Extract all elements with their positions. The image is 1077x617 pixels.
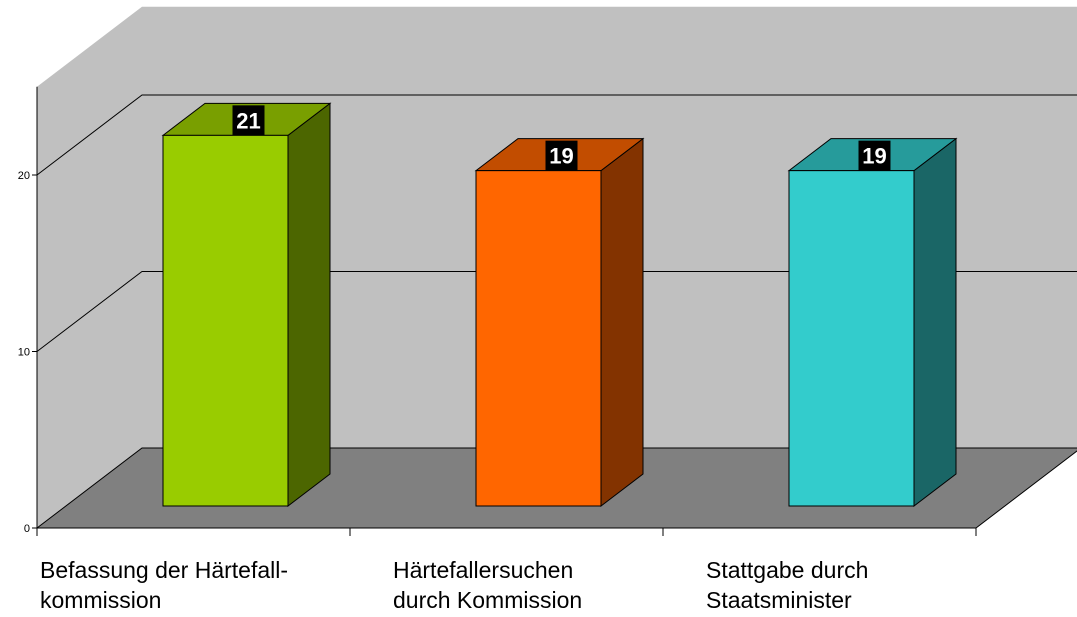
gridline-20 <box>36 94 1077 176</box>
data-label-2: 19 <box>549 144 573 169</box>
bar-side-2 <box>600 137 644 508</box>
data-label-box-1 <box>232 105 265 136</box>
bar-side-3 <box>913 137 957 508</box>
category-label-2: Härtefallersuchen durch Kommission <box>393 557 583 613</box>
bar-1 <box>162 134 289 507</box>
category-label-3: Stattgabe durch Staatsminister <box>706 557 869 613</box>
y-tick-label-20: 20 <box>18 170 30 182</box>
bar-side-1 <box>287 102 331 508</box>
data-label-box-3 <box>858 140 891 171</box>
gridline-10 <box>36 271 1077 352</box>
data-label-3: 19 <box>862 144 886 169</box>
data-label-1: 21 <box>236 108 260 133</box>
y-tick-label-10: 10 <box>18 347 30 359</box>
category-label-1: Befassung der Härtefall- kommission <box>40 557 289 613</box>
data-label-box-2 <box>545 140 578 171</box>
bar-3 <box>788 170 915 507</box>
y-tick-label-0: 0 <box>24 523 30 535</box>
side-wall <box>37 6 142 528</box>
bar-2 <box>475 170 602 507</box>
